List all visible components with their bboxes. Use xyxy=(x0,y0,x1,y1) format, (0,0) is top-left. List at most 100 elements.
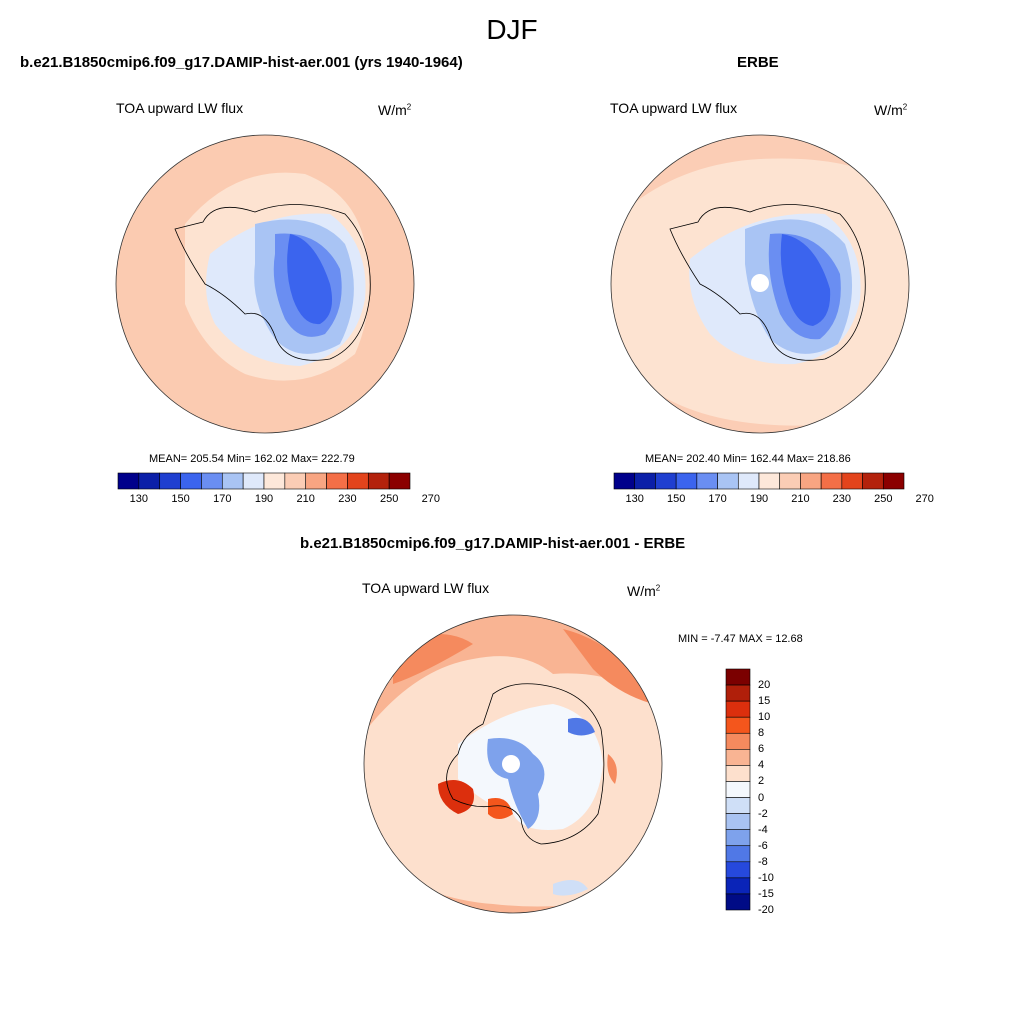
colorbar-swatch xyxy=(725,813,751,830)
colorbar-swatch xyxy=(138,472,161,490)
colorbar-swatch xyxy=(725,781,751,798)
colorbar-tick-label: 270 xyxy=(915,493,934,505)
colorbar-swatch xyxy=(725,893,751,911)
colorbar-swatch xyxy=(159,472,181,490)
panel-3-cool-patch-south xyxy=(553,880,588,896)
colorbar-tick-label: 4 xyxy=(758,759,765,772)
panel-2-colorbar xyxy=(613,472,905,490)
panel-1-polar-map xyxy=(115,134,415,434)
colorbar-tick-label: 20 xyxy=(758,679,771,692)
colorbar-swatch xyxy=(725,845,751,863)
colorbar-swatch xyxy=(388,472,411,490)
colorbar-swatch xyxy=(725,732,751,750)
colorbar-swatch xyxy=(725,797,751,814)
colorbar-tick-label: 210 xyxy=(791,493,810,505)
colorbar-swatch xyxy=(717,472,739,490)
panel-3-warm-anomaly-peninsula xyxy=(488,798,513,819)
colorbar-swatch xyxy=(725,716,751,734)
panel-3-variable: TOA upward LW flux xyxy=(362,580,490,596)
colorbar-swatch xyxy=(882,472,905,490)
colorbar-tick-label: 230 xyxy=(832,493,852,505)
panel-3-stats: MIN = -7.47 MAX = 12.68 xyxy=(678,633,803,645)
colorbar-swatch xyxy=(725,861,751,879)
panel-2-units: W/m2 xyxy=(874,102,908,118)
colorbar-tick-label: 150 xyxy=(171,493,190,505)
panel-1-plateau-core xyxy=(287,234,333,325)
colorbar-tick-label: 170 xyxy=(213,493,232,505)
panel-2-pole-gap xyxy=(751,274,769,292)
colorbar-swatch xyxy=(862,472,884,490)
colorbar-tick-label: 6 xyxy=(758,743,765,756)
panel-2-colorbar-ticks: 130 150 170 190 210 230 250 270 xyxy=(614,493,934,507)
panel-3-units: W/m2 xyxy=(627,583,661,599)
panel-2-heading: ERBE xyxy=(737,54,779,71)
panel-1-coastline xyxy=(174,204,371,361)
panel-3-warm-anomaly-west xyxy=(438,780,474,814)
panel-3-heading: b.e21.B1850cmip6.f09_g17.DAMIP-hist-aer.… xyxy=(300,535,686,552)
colorbar-tick-label: 210 xyxy=(296,493,315,505)
colorbar-swatch xyxy=(725,749,751,766)
colorbar-swatch xyxy=(675,472,698,490)
panel-2-outer-band-north xyxy=(611,135,909,224)
colorbar-swatch xyxy=(180,472,202,490)
colorbar-tick-label: 190 xyxy=(254,493,274,505)
colorbar-swatch xyxy=(242,472,265,490)
colorbar-tick-label: 250 xyxy=(379,493,399,505)
panel-2-map-border xyxy=(610,134,910,434)
colorbar-tick-label: 190 xyxy=(749,493,769,505)
colorbar-tick-label: 2 xyxy=(758,775,765,788)
colorbar-swatch xyxy=(263,472,286,490)
colorbar-swatch xyxy=(725,829,751,847)
colorbar-swatch xyxy=(737,472,760,490)
colorbar-swatch xyxy=(201,472,223,490)
colorbar-swatch xyxy=(221,472,244,490)
colorbar-tick-label: 130 xyxy=(129,493,149,505)
colorbar-tick-label: -4 xyxy=(758,823,768,836)
panel-1-colorbar xyxy=(117,472,411,490)
panel-2-coastline xyxy=(669,204,866,361)
colorbar-tick-label: 130 xyxy=(625,493,644,505)
panel-3-colorbar xyxy=(725,668,751,911)
colorbar-swatch xyxy=(725,668,751,686)
colorbar-tick-label: -6 xyxy=(758,839,768,852)
panel-1-stats: MEAN= 205.54 Min= 162.02 Max= 222.79 xyxy=(149,453,355,465)
colorbar-tick-label: -8 xyxy=(758,855,768,868)
panel-2-polar-map xyxy=(610,134,910,434)
panel-1-variable: TOA upward LW flux xyxy=(116,100,244,116)
colorbar-swatch xyxy=(655,472,677,490)
colorbar-swatch xyxy=(725,765,751,782)
panel-2-variable: TOA upward LW flux xyxy=(610,100,738,116)
colorbar-swatch xyxy=(779,472,801,490)
colorbar-swatch xyxy=(117,472,140,490)
colorbar-swatch xyxy=(347,472,369,490)
colorbar-swatch xyxy=(367,472,390,490)
colorbar-tick-label: 250 xyxy=(874,493,893,505)
panel-2-plateau-core xyxy=(780,234,831,326)
colorbar-swatch xyxy=(725,877,751,895)
panel-2-stats: MEAN= 202.40 Min= 162.44 Max= 218.86 xyxy=(645,453,851,465)
panel-3-warm-anomaly-east xyxy=(607,754,617,784)
panel-3-polar-map xyxy=(363,614,663,914)
colorbar-swatch xyxy=(305,472,327,490)
colorbar-tick-label: -20 xyxy=(758,904,774,916)
colorbar-swatch xyxy=(725,684,751,702)
colorbar-tick-label: -2 xyxy=(758,807,768,820)
panel-3-coastline xyxy=(446,683,605,845)
colorbar-tick-label: 270 xyxy=(421,493,441,505)
panel-3-pole-gap xyxy=(502,755,520,773)
colorbar-tick-label: -15 xyxy=(758,887,774,900)
colorbar-tick-label: 10 xyxy=(758,711,771,724)
colorbar-swatch xyxy=(696,472,718,490)
figure-title: DJF xyxy=(486,14,538,45)
panel-3-warm-patch-ne xyxy=(563,629,653,704)
colorbar-swatch xyxy=(613,472,636,490)
panel-3-map-border xyxy=(363,614,663,914)
colorbar-tick-label: -10 xyxy=(758,871,774,884)
colorbar-swatch xyxy=(326,472,348,490)
colorbar-tick-label: 170 xyxy=(708,493,727,505)
colorbar-swatch xyxy=(820,472,843,490)
colorbar-swatch xyxy=(634,472,656,490)
colorbar-swatch xyxy=(284,472,307,490)
colorbar-tick-label: 15 xyxy=(758,695,771,708)
panel-3-colorbar-ticks: 20 15 10 8 6 4 2 0 -2 -4 -6 -8 -10 -15 -20 xyxy=(758,669,798,916)
